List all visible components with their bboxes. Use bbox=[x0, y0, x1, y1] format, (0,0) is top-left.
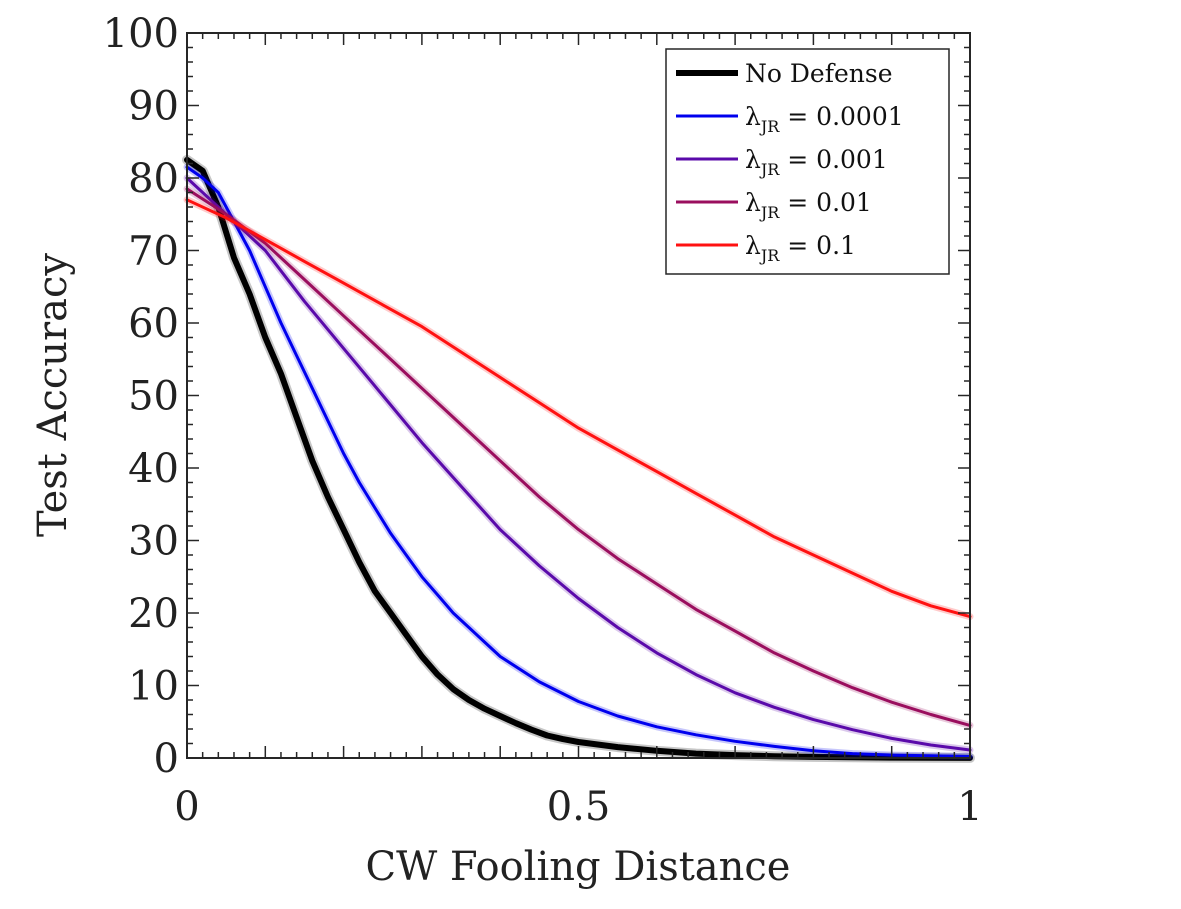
legend-item: λJR = 0.001 bbox=[676, 145, 888, 179]
y-tick-label: 30 bbox=[128, 519, 179, 565]
plot-frame bbox=[186, 32, 971, 759]
x-tick-label: 0.5 bbox=[547, 784, 611, 830]
legend-item: λJR = 0.0001 bbox=[676, 102, 904, 136]
y-tick-label: 70 bbox=[128, 229, 179, 275]
y-tick-label: 0 bbox=[154, 736, 179, 782]
x-tick-label: 0 bbox=[174, 784, 199, 830]
series-line-2 bbox=[185, 176, 972, 752]
x-axis-label: CW Fooling Distance bbox=[366, 844, 791, 890]
legend-label: λJR = 0.001 bbox=[745, 145, 888, 179]
y-tick-label: 100 bbox=[103, 11, 179, 57]
y-axis-label: Test Accuracy bbox=[30, 253, 76, 537]
y-tick-label: 20 bbox=[128, 591, 179, 637]
series-line-0 bbox=[184, 156, 973, 761]
legend: No Defense λJR = 0.0001 λJR = 0.001 λJR = 0… bbox=[665, 48, 950, 275]
y-tick-label: 80 bbox=[128, 156, 179, 202]
legend-label: λJR = 0.1 bbox=[745, 231, 856, 265]
y-tick-label: 10 bbox=[128, 664, 179, 710]
y-tick-label: 50 bbox=[128, 374, 179, 420]
series-line-1 bbox=[185, 165, 972, 758]
legend-items: No Defense λJR = 0.0001 λJR = 0.001 λJR = 0… bbox=[676, 59, 904, 265]
legend-item: No Defense bbox=[676, 59, 893, 88]
series-line-4 bbox=[185, 198, 972, 619]
y-tick-label: 40 bbox=[128, 446, 179, 492]
series-layer bbox=[182, 154, 975, 763]
x-tick-label: 1 bbox=[957, 784, 982, 830]
legend-label: λJR = 0.01 bbox=[745, 188, 872, 222]
legend-label: λJR = 0.0001 bbox=[745, 102, 904, 136]
legend-item: λJR = 0.1 bbox=[676, 231, 856, 265]
legend-box bbox=[665, 48, 950, 275]
y-tick-labels: 0 10 20 30 40 50 60 70 80 90 100 bbox=[103, 11, 179, 782]
x-tick-labels: 0 0.5 1 bbox=[174, 784, 982, 830]
y-tick-label: 60 bbox=[128, 301, 179, 347]
series-line-3 bbox=[185, 187, 972, 727]
y-tick-label: 90 bbox=[128, 84, 179, 130]
legend-label: No Defense bbox=[745, 59, 893, 88]
legend-item: λJR = 0.01 bbox=[676, 188, 872, 222]
